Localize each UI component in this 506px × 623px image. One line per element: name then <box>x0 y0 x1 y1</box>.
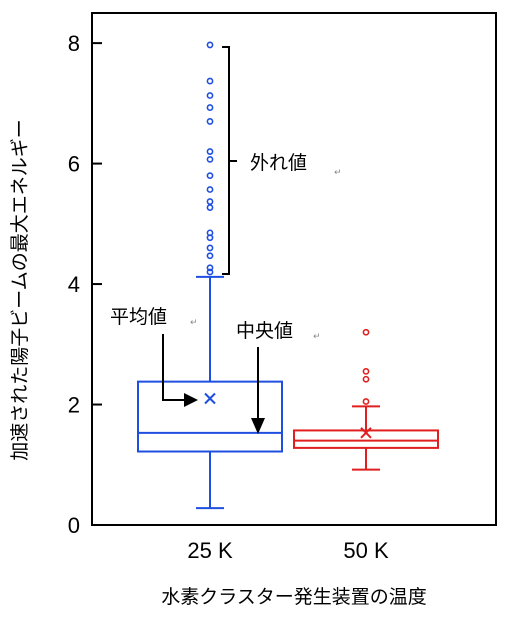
annotations: 外れ値 ↵ 平均値 ↵ 中央値 ↵ <box>110 46 342 434</box>
x-tick-label: 25 K <box>187 538 233 563</box>
outliers-annotation: 外れ値 <box>250 152 307 174</box>
mean-annotation: 平均値 <box>110 306 167 328</box>
outlier-bracket <box>222 46 237 275</box>
outlier-point <box>362 375 370 383</box>
mean-arrow-line <box>162 334 185 401</box>
mean-marker <box>204 392 216 405</box>
mean-return-mark: ↵ <box>190 318 198 328</box>
mean-marker <box>360 427 372 439</box>
outlier-point <box>206 118 214 125</box>
outlier-point <box>206 104 214 111</box>
y-tick-label: 2 <box>68 393 80 418</box>
outlier-point <box>206 155 214 163</box>
outlier-point <box>206 198 214 205</box>
iqr-box <box>137 380 283 453</box>
outlier-point <box>206 252 214 260</box>
x-axis-title: 水素クラスター発生装置の温度 <box>161 586 427 608</box>
outlier-point <box>206 92 214 99</box>
plot-area <box>91 12 497 526</box>
outlier-point <box>206 204 214 211</box>
x-axis: 25 K 50 K <box>187 538 389 563</box>
y-tick-label: 8 <box>68 31 80 56</box>
outlier-point <box>362 328 370 336</box>
outlier-point <box>206 244 214 252</box>
median-return-mark: ↵ <box>313 332 321 342</box>
plot-frame <box>91 12 497 526</box>
outliers-return-mark: ↵ <box>334 168 342 178</box>
outlier-point <box>206 268 214 276</box>
boxes <box>137 41 439 510</box>
outlier-point <box>206 172 214 180</box>
y-tick-label: 0 <box>68 513 80 538</box>
mean-arrowhead <box>184 393 198 407</box>
y-axis-title: 加速された陽子ビームの最大エネルギー <box>9 119 31 460</box>
outlier-point <box>206 77 214 85</box>
x-tick-label: 50 K <box>343 538 389 563</box>
outlier-point <box>206 148 214 155</box>
outlier-point <box>206 41 214 49</box>
y-tick-label: 4 <box>68 272 80 297</box>
outlier-point <box>362 367 370 375</box>
median-annotation: 中央値 <box>236 320 293 342</box>
outlier-point <box>206 186 214 193</box>
box-1 <box>137 41 283 510</box>
outlier-point <box>206 264 214 272</box>
box-2 <box>293 328 439 471</box>
median-arrowhead <box>251 418 265 434</box>
iqr-box <box>293 429 439 449</box>
y-axis: 0 2 4 6 8 <box>68 31 102 538</box>
outlier-point <box>206 234 214 242</box>
y-tick-label: 6 <box>68 152 80 177</box>
outlier-point <box>362 398 370 405</box>
